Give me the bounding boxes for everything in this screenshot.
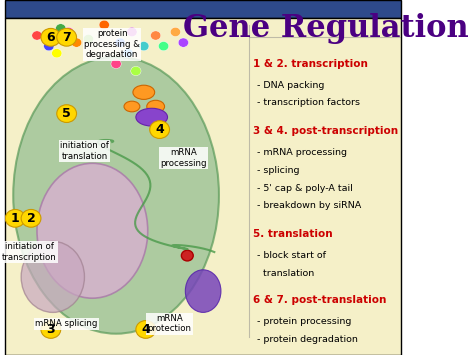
Circle shape: [170, 27, 181, 37]
Text: 3: 3: [46, 323, 55, 336]
Circle shape: [151, 31, 161, 40]
Circle shape: [158, 42, 169, 51]
Circle shape: [182, 250, 193, 261]
Text: 5: 5: [62, 107, 71, 120]
Circle shape: [72, 38, 82, 47]
Circle shape: [5, 209, 25, 227]
Circle shape: [21, 209, 41, 227]
Text: 3 & 4. post-transcription: 3 & 4. post-transcription: [253, 126, 398, 136]
Text: - protein degradation: - protein degradation: [256, 334, 357, 344]
Text: 6 & 7. post-translation: 6 & 7. post-translation: [253, 295, 386, 305]
Text: 5. translation: 5. translation: [253, 229, 332, 239]
Circle shape: [131, 66, 141, 76]
Text: - mRNA processing: - mRNA processing: [256, 148, 346, 157]
Text: 1 & 2. transcription: 1 & 2. transcription: [253, 59, 367, 69]
Ellipse shape: [13, 57, 219, 334]
Text: 1: 1: [11, 212, 19, 225]
Circle shape: [178, 38, 189, 47]
Circle shape: [150, 121, 170, 138]
Circle shape: [127, 27, 137, 37]
Circle shape: [55, 24, 66, 33]
Circle shape: [44, 42, 54, 51]
Circle shape: [123, 49, 133, 58]
Ellipse shape: [37, 163, 148, 298]
Text: - block start of: - block start of: [256, 251, 326, 260]
Circle shape: [41, 28, 61, 46]
Circle shape: [64, 27, 74, 37]
Ellipse shape: [185, 270, 221, 312]
Ellipse shape: [136, 108, 167, 126]
Text: mRNA
protection: mRNA protection: [147, 314, 191, 333]
Circle shape: [41, 321, 61, 338]
Circle shape: [83, 34, 93, 44]
Text: - protein processing: - protein processing: [256, 317, 351, 326]
Text: translation: translation: [256, 269, 314, 278]
Circle shape: [57, 105, 76, 122]
Text: - DNA packing: - DNA packing: [256, 81, 324, 90]
Text: initiation of
transcription: initiation of transcription: [2, 242, 56, 262]
Text: protein
processing &
degradation: protein processing & degradation: [84, 29, 140, 59]
Circle shape: [99, 20, 109, 29]
Text: 7: 7: [62, 31, 71, 44]
Text: 4: 4: [141, 323, 150, 336]
Ellipse shape: [147, 100, 164, 113]
Text: - splicing: - splicing: [256, 166, 299, 175]
Text: - transcription factors: - transcription factors: [256, 98, 360, 108]
FancyBboxPatch shape: [5, 0, 401, 18]
Text: - 5' cap & poly-A tail: - 5' cap & poly-A tail: [256, 184, 352, 193]
Text: Gene Regulation: Gene Regulation: [183, 13, 469, 44]
Circle shape: [57, 28, 76, 46]
Circle shape: [139, 42, 149, 51]
Text: 6: 6: [46, 31, 55, 44]
Ellipse shape: [124, 101, 140, 112]
Circle shape: [115, 38, 125, 47]
Ellipse shape: [21, 241, 84, 312]
Text: mRNA splicing: mRNA splicing: [36, 319, 98, 328]
Ellipse shape: [133, 85, 155, 99]
FancyBboxPatch shape: [5, 18, 401, 355]
Text: 2: 2: [27, 212, 36, 225]
Circle shape: [32, 31, 42, 40]
Text: - breakdown by siRNA: - breakdown by siRNA: [256, 201, 361, 211]
Text: initiation of
translation: initiation of translation: [60, 141, 109, 160]
Circle shape: [111, 59, 121, 69]
Text: mRNA
processing: mRNA processing: [160, 148, 207, 168]
Circle shape: [136, 321, 155, 338]
Circle shape: [52, 49, 62, 58]
Text: 4: 4: [155, 123, 164, 136]
